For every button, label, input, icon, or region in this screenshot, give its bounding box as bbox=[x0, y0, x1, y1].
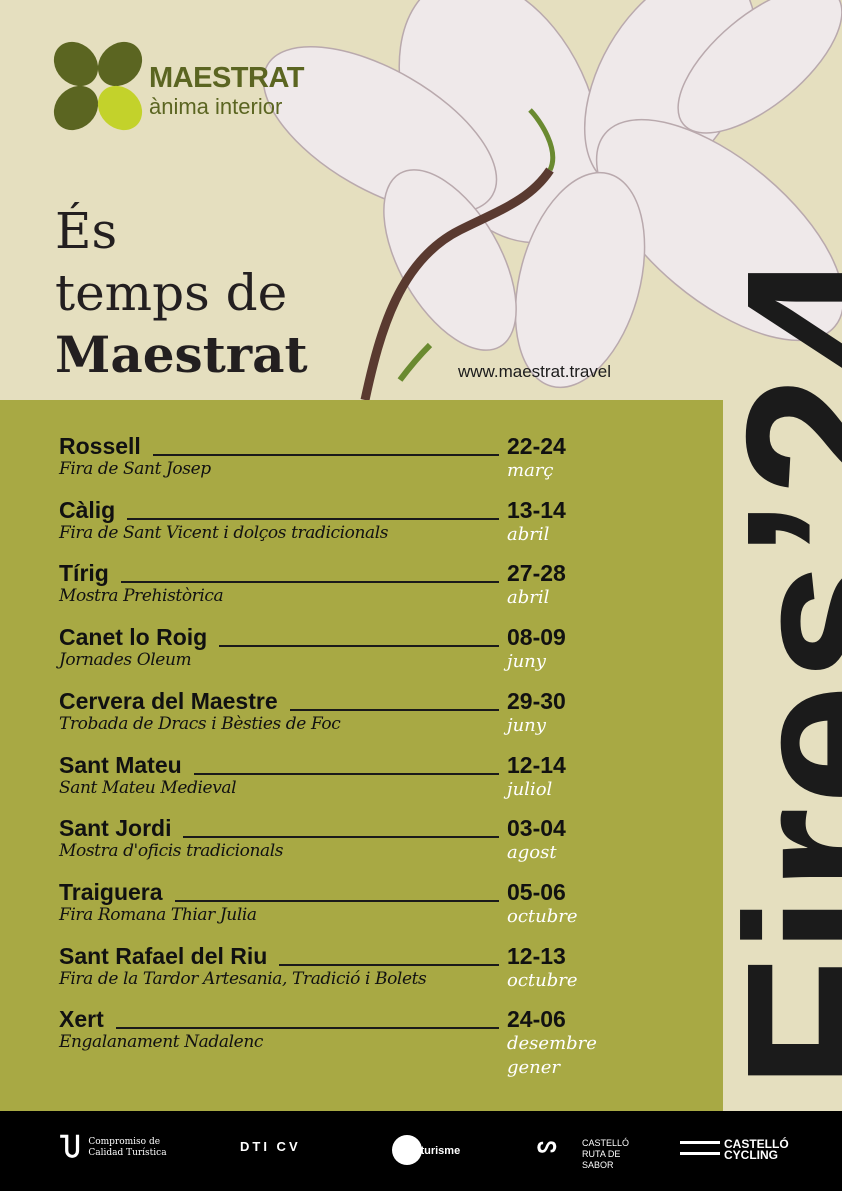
title-line-1: És bbox=[55, 202, 118, 260]
vertical-title: Fires’24 bbox=[702, 249, 842, 1090]
event-dates: 05-06 bbox=[499, 878, 566, 906]
leader-line bbox=[59, 963, 504, 966]
ruta-sabor-icon: ᔕ bbox=[537, 1132, 557, 1157]
brand-tagline: ànima interior bbox=[149, 94, 283, 119]
event-name: Trobada de Dracs i Bèsties de Foc bbox=[59, 713, 341, 734]
event-town: Canet lo Roig bbox=[59, 624, 220, 652]
event-name: Jornades Oleum bbox=[59, 650, 192, 671]
event-dates: 27-28 bbox=[499, 560, 566, 588]
event-month: desembre gener bbox=[507, 1033, 597, 1079]
event-dates: 13-14 bbox=[499, 496, 566, 524]
event-month: abril bbox=[507, 523, 550, 545]
clover-logo-icon bbox=[53, 41, 143, 131]
event-dates: 12-14 bbox=[499, 751, 566, 779]
footer: Ⴎ Compromiso de Calidad Turística DTI CV… bbox=[0, 1111, 842, 1191]
event-name: Fira de la Tardor Artesania, Tradició i … bbox=[59, 968, 427, 989]
event-town: Sant Rafael del Riu bbox=[59, 942, 280, 970]
title-line-2: temps de bbox=[55, 264, 288, 322]
magnolia-illustration bbox=[262, 0, 842, 400]
leader-line bbox=[59, 581, 504, 584]
event-town: Traiguera bbox=[59, 878, 175, 906]
event-town: Tírig bbox=[59, 560, 121, 588]
leader-line bbox=[59, 899, 504, 902]
footer-logo-dti: DTI CV bbox=[240, 1139, 301, 1154]
website-link[interactable]: www.maestrat.travel bbox=[458, 362, 612, 381]
event-dates: 12-13 bbox=[499, 942, 566, 970]
event-town: Sant Jordi bbox=[59, 815, 184, 843]
event-name: Fira Romana Thiar Julia bbox=[59, 904, 257, 925]
event-name: Engalanament Nadalenc bbox=[59, 1032, 263, 1053]
event-town: Xert bbox=[59, 1006, 116, 1034]
cycling-stripes-icon bbox=[680, 1141, 720, 1155]
event-town: Sant Mateu bbox=[59, 751, 194, 779]
event-name: Fira de Sant Vicent i dolços tradicional… bbox=[59, 522, 389, 543]
event-month: juny bbox=[507, 714, 546, 736]
event-month: juliol bbox=[507, 778, 553, 800]
event-dates: 03-04 bbox=[499, 815, 566, 843]
leader-line bbox=[59, 772, 504, 775]
event-month: agost bbox=[507, 842, 557, 864]
event-row: Traiguera Fira Romana Thiar Julia 05-06 … bbox=[59, 878, 599, 939]
event-town: Cervera del Maestre bbox=[59, 687, 290, 715]
leader-line bbox=[59, 645, 504, 648]
maestrat-logo: MAESTRAT ànima interior bbox=[52, 40, 342, 135]
event-name: Mostra Prehistòrica bbox=[59, 586, 224, 607]
leader-line bbox=[59, 517, 504, 520]
creaturisme-circle-icon bbox=[392, 1135, 422, 1165]
event-town: Rossell bbox=[59, 433, 153, 460]
footer-logo-calidad: Ⴎ Compromiso de Calidad Turística bbox=[60, 1132, 167, 1163]
event-dates: 24-06 bbox=[499, 1006, 566, 1034]
event-row: Sant Rafael del Riu Fira de la Tardor Ar… bbox=[59, 942, 599, 1003]
event-name: Mostra d'oficis tradicionals bbox=[59, 841, 284, 862]
event-row: Sant Mateu Sant Mateu Medieval 12-14 jul… bbox=[59, 751, 599, 812]
event-row: Sant Jordi Mostra d'oficis tradicionals … bbox=[59, 815, 599, 875]
leader-line bbox=[59, 1027, 504, 1030]
brand-name: MAESTRAT bbox=[149, 62, 304, 94]
event-row: Xert Engalanament Nadalenc 24-06 desembr… bbox=[59, 1006, 599, 1078]
event-name: Fira de Sant Josep bbox=[59, 459, 211, 479]
event-row: Rossell Fira de Sant Josep 22-24 març bbox=[59, 433, 599, 493]
event-month: abril bbox=[507, 587, 550, 609]
page-title: És temps de Maestrat bbox=[55, 200, 308, 386]
event-row: Càlig Fira de Sant Vicent i dolços tradi… bbox=[59, 496, 599, 557]
calidad-icon: Ⴎ bbox=[60, 1132, 81, 1163]
footer-logo-cycling: CASTELLÓ CYCLING bbox=[724, 1137, 789, 1162]
title-line-3: Maestrat bbox=[55, 325, 308, 384]
event-row: Tírig Mostra Prehistòrica 27-28 abril bbox=[59, 560, 599, 620]
event-row: Cervera del Maestre Trobada de Dracs i B… bbox=[59, 687, 599, 748]
leader-line bbox=[59, 836, 504, 839]
event-dates: 08-09 bbox=[499, 624, 566, 652]
footer-logo-creaturisme: Creaturisme bbox=[396, 1145, 461, 1157]
event-month: març bbox=[507, 460, 554, 481]
event-row: Canet lo Roig Jornades Oleum 08-09 juny bbox=[59, 624, 599, 684]
event-dates: 22-24 bbox=[499, 433, 566, 460]
event-month: octubre bbox=[507, 905, 578, 927]
event-town: Càlig bbox=[59, 496, 128, 524]
event-month: juny bbox=[507, 651, 546, 673]
event-name: Sant Mateu Medieval bbox=[59, 777, 237, 798]
event-month: octubre bbox=[507, 969, 578, 991]
event-dates: 29-30 bbox=[499, 687, 566, 715]
leader-line bbox=[59, 454, 504, 456]
footer-logo-ruta-sabor: CASTELLÓ RUTA DE SABOR bbox=[582, 1138, 630, 1170]
